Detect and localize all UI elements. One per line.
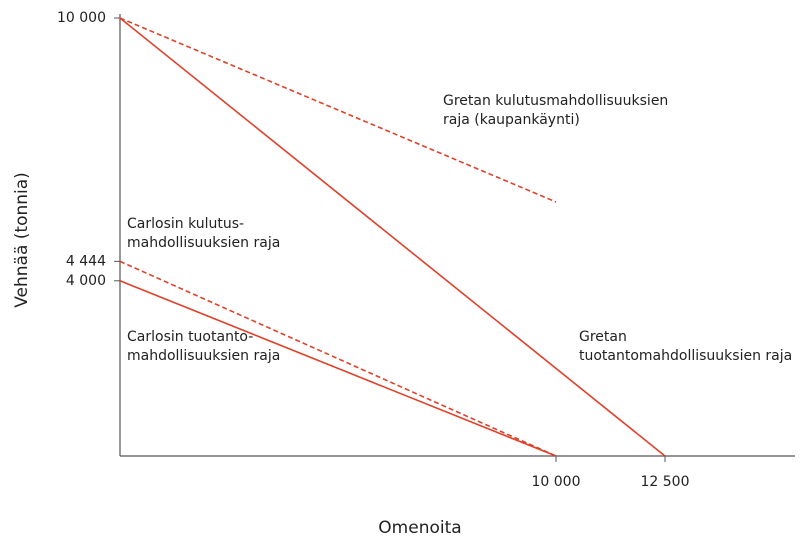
x-tick-label: 10 000 xyxy=(532,474,581,490)
y-tick-label: 10 000 xyxy=(57,10,106,26)
series-line xyxy=(119,17,666,457)
annotation: tuotantomahdollisuuksien raja xyxy=(579,348,792,364)
annotation: Gretan kulutusmahdollisuuksien xyxy=(443,93,668,109)
series-line xyxy=(119,17,557,203)
series-line xyxy=(119,280,557,457)
y-tick-label: 4 000 xyxy=(66,273,106,289)
annotation: mahdollisuuksien raja xyxy=(127,235,280,251)
annotation: Carlosin tuotanto- xyxy=(127,329,253,345)
y-tick-label: 4 444 xyxy=(66,253,106,269)
annotation: mahdollisuuksien raja xyxy=(127,348,280,364)
x-tick-label: 12 500 xyxy=(641,474,690,490)
annotation: Carlosin kulutus- xyxy=(127,216,244,232)
x-axis-label: Omenoita xyxy=(378,518,461,538)
annotation: Gretan xyxy=(579,329,627,345)
y-axis-label: Vehnää (tonnia) xyxy=(12,172,32,308)
annotation: raja (kaupankäynti) xyxy=(443,112,580,128)
